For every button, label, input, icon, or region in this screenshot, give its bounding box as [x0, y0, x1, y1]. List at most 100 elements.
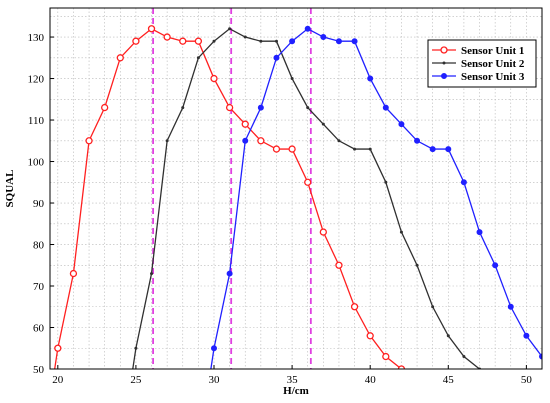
data-point — [431, 305, 435, 309]
series-2 — [132, 27, 482, 369]
data-point — [272, 145, 281, 153]
data-point — [212, 39, 216, 43]
y-tick-label: 80 — [33, 240, 45, 252]
legend-item: Sensor Unit 2 — [432, 58, 525, 70]
legend-label: Sensor Unit 1 — [461, 45, 524, 57]
data-point — [163, 33, 171, 41]
series-layer — [54, 25, 542, 369]
data-point — [382, 104, 389, 111]
data-point — [306, 106, 310, 110]
data-point — [382, 352, 390, 361]
data-point — [415, 263, 419, 267]
data-point — [259, 39, 263, 43]
data-point — [273, 54, 280, 61]
data-point — [101, 103, 109, 112]
data-point — [194, 37, 203, 45]
data-point — [476, 229, 483, 236]
data-point — [367, 75, 374, 82]
x-tick-label: 25 — [130, 374, 142, 386]
data-point — [366, 332, 374, 340]
x-tick-label: 50 — [521, 374, 533, 386]
data-point — [335, 261, 343, 269]
y-axis-title: SQUAL — [4, 170, 16, 208]
y-tick-label: 130 — [28, 32, 45, 44]
data-point — [397, 365, 406, 369]
data-point — [368, 147, 372, 151]
data-point — [241, 120, 249, 128]
data-point — [492, 262, 499, 269]
data-point — [399, 230, 403, 234]
data-point — [179, 37, 187, 45]
data-point — [196, 56, 200, 60]
y-tick-label: 120 — [28, 74, 45, 86]
y-tick-label: 60 — [33, 323, 45, 335]
data-point — [210, 74, 218, 83]
data-point — [210, 345, 217, 352]
data-point — [429, 146, 436, 153]
y-tick-label: 70 — [33, 281, 45, 293]
series-line — [54, 27, 402, 369]
y-tick-label: 50 — [33, 364, 45, 376]
data-point — [539, 353, 542, 360]
x-tick-label: 30 — [209, 374, 221, 386]
data-point — [304, 25, 311, 32]
data-point — [134, 346, 138, 350]
x-tick-label: 45 — [443, 374, 455, 386]
data-point — [414, 137, 421, 144]
series-1 — [54, 25, 406, 369]
data-point — [274, 39, 278, 43]
legend-item: Sensor Unit 3 — [432, 71, 525, 83]
data-point — [226, 270, 233, 277]
x-tick-label: 35 — [287, 374, 299, 386]
axis-ticks — [50, 36, 527, 370]
data-point — [243, 35, 247, 39]
data-point — [290, 77, 294, 81]
data-point — [165, 139, 169, 143]
x-tick-label: 40 — [365, 374, 377, 386]
data-point — [335, 38, 342, 45]
data-point — [257, 104, 264, 111]
data-point — [350, 303, 359, 311]
reference-lines — [152, 8, 312, 369]
data-point — [69, 269, 78, 278]
data-point — [181, 106, 185, 110]
data-point — [132, 37, 140, 45]
data-point — [257, 137, 265, 145]
data-point — [54, 344, 62, 352]
data-point — [462, 355, 466, 359]
x-tick-label: 20 — [52, 374, 64, 386]
plot-frame — [49, 7, 543, 370]
data-point — [304, 178, 312, 186]
data-point — [116, 54, 124, 62]
legend-label: Sensor Unit 2 — [461, 58, 525, 70]
data-point — [320, 34, 327, 41]
y-tick-label: 100 — [28, 157, 45, 169]
data-point — [445, 146, 452, 153]
legend-item: Sensor Unit 1 — [432, 45, 524, 57]
data-point — [523, 332, 530, 339]
legend-marker — [440, 46, 448, 54]
legend-marker — [440, 73, 447, 80]
y-tick-label: 110 — [28, 115, 45, 127]
data-point — [351, 38, 358, 45]
data-point — [289, 38, 296, 45]
data-point — [446, 334, 450, 338]
data-point — [225, 103, 234, 112]
data-point — [507, 303, 514, 310]
y-tick-label: 90 — [33, 198, 45, 210]
series-3 — [210, 25, 542, 369]
data-point — [398, 121, 405, 128]
data-point — [150, 272, 154, 276]
data-point — [85, 137, 93, 145]
y-tick-labels: 50 60 70 80 90 100 110 120 130 — [28, 32, 45, 376]
data-point — [321, 122, 325, 126]
legend-marker — [442, 61, 446, 65]
data-point — [319, 228, 327, 236]
x-axis-title: H/cm — [283, 385, 309, 397]
data-point — [147, 25, 156, 33]
legend-label: Sensor Unit 3 — [461, 71, 525, 83]
data-point — [384, 180, 388, 184]
data-point — [242, 137, 249, 144]
